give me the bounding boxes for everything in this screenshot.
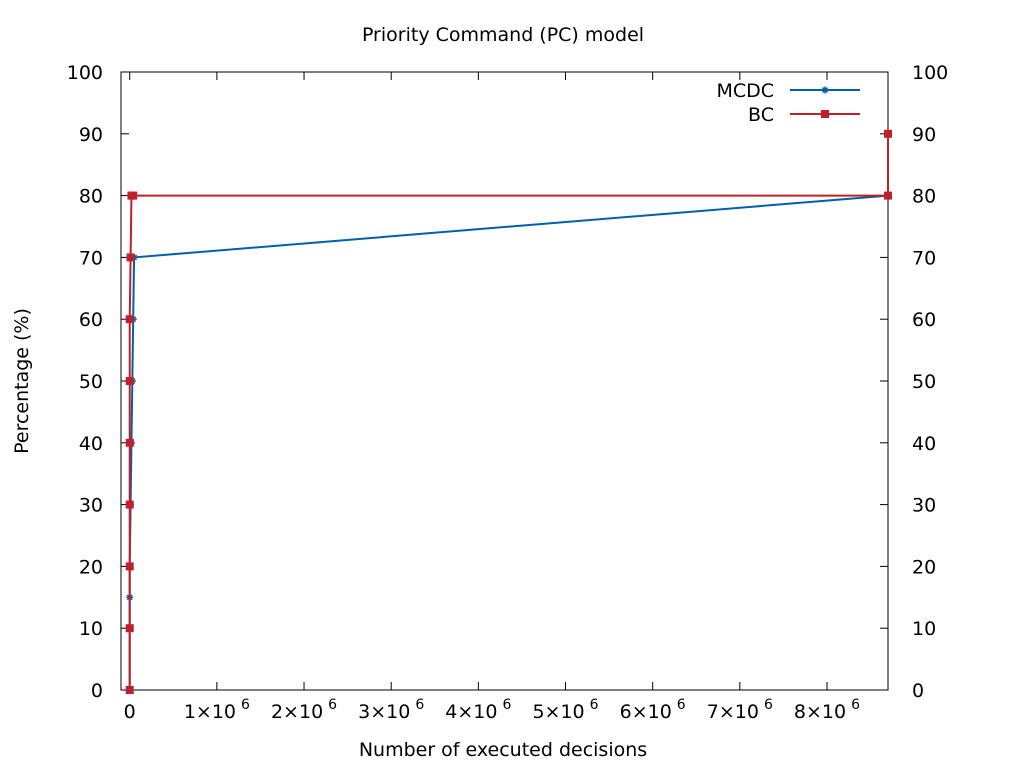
x-tick-label: 6×10 6 (620, 697, 686, 723)
series-line (128, 194, 889, 690)
y-tick-label: 50 (79, 371, 103, 393)
series-mcdc (126, 192, 892, 694)
y-tick-label-right: 60 (912, 309, 936, 331)
x-tick-label: 1×10 6 (184, 697, 250, 723)
data-point (884, 129, 892, 138)
y-tick-label-right: 50 (912, 371, 936, 393)
x-tick-label: 4×10 6 (445, 697, 511, 723)
legend-item-bc: BC (748, 104, 860, 126)
data-point (125, 377, 134, 385)
x-axis-label: Number of executed decisions (359, 739, 647, 761)
y-tick-label-right: 80 (912, 186, 936, 208)
y-tick-label-right: 70 (912, 247, 936, 269)
data-point (125, 562, 134, 571)
y-tick-label: 0 (91, 680, 103, 702)
series-line (128, 133, 889, 690)
data-point (884, 191, 892, 200)
x-tick-label: 3×10 6 (358, 697, 424, 723)
y-tick-label-right: 30 (912, 495, 936, 517)
y-tick-label: 30 (79, 495, 103, 517)
series-group (125, 129, 892, 694)
y-tick-label-right: 10 (912, 618, 936, 640)
data-point (821, 86, 829, 94)
y-tick-label: 90 (79, 124, 103, 146)
y-tick-label: 10 (79, 618, 103, 640)
legend-label: BC (748, 104, 774, 126)
data-point (126, 253, 135, 262)
y-tick-label: 100 (67, 62, 103, 84)
plot-frame (120, 71, 889, 691)
series-bc (125, 129, 892, 694)
y-tick-label-right: 40 (912, 433, 936, 455)
data-point (125, 686, 134, 694)
y-tick-label: 70 (79, 247, 103, 269)
y-axis-right: 0 10 20 30 40 50 60 70 80 90 100 (880, 62, 948, 702)
legend-item-mcdc: MCDC (716, 80, 860, 102)
y-tick-label-right: 20 (912, 556, 936, 578)
data-point (125, 315, 134, 324)
y-tick-label-right: 90 (912, 124, 936, 146)
chart-title: Priority Command (PC) model (362, 24, 644, 46)
x-tick-label: 5×10 6 (532, 697, 598, 723)
x-tick-label: 7×10 6 (707, 697, 773, 723)
data-point (125, 624, 134, 633)
data-point (129, 191, 138, 200)
y-tick-label-right: 100 (912, 62, 948, 84)
data-point (125, 500, 134, 509)
y-axis-label: Percentage (%) (11, 308, 33, 454)
x-tick-label: 8×10 6 (794, 697, 860, 723)
legend-label: MCDC (716, 80, 774, 102)
x-axis: 0 1×10 6 2×10 6 3×10 6 4×10 6 5×10 6 6×10 6 7×10 6 8×10… (124, 72, 860, 723)
x-tick-label: 2×10 6 (271, 697, 337, 723)
x-tick-label: 0 (124, 701, 136, 723)
y-tick-label: 80 (79, 186, 103, 208)
y-tick-label-right: 0 (912, 680, 924, 702)
y-tick-label: 20 (79, 556, 103, 578)
data-point (821, 110, 829, 118)
y-axis-left: 0 10 20 30 40 50 60 70 80 90 100 (67, 62, 129, 702)
y-tick-label: 40 (79, 433, 103, 455)
data-point (125, 438, 134, 447)
y-tick-label: 60 (79, 309, 103, 331)
